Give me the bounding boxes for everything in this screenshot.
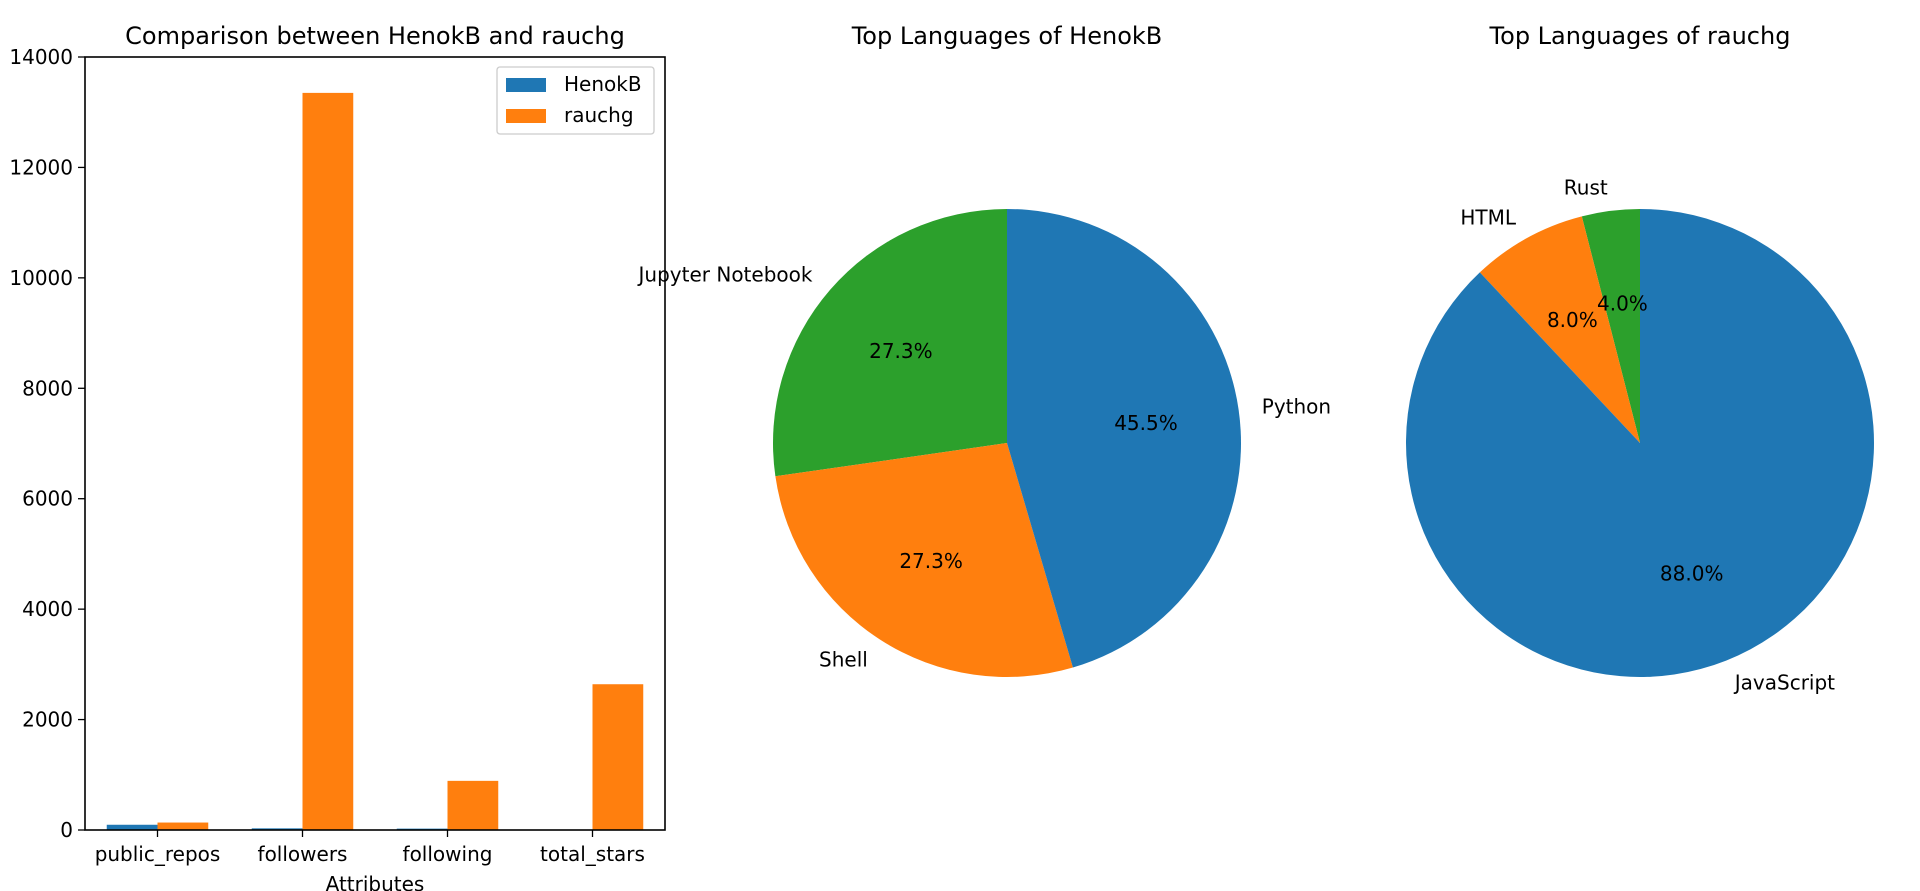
bars bbox=[106, 92, 644, 830]
x-axis: public_repos followers following total_star… bbox=[95, 830, 645, 866]
y-tick-label: 8000 bbox=[22, 376, 73, 400]
pie-henokb-title: Top Languages of HenokB bbox=[851, 22, 1163, 50]
x-tick-label: following bbox=[403, 842, 493, 866]
pie-henokb-pct-shell: 27.3% bbox=[899, 549, 963, 573]
pie-rauchg-pct-html: 8.0% bbox=[1547, 308, 1598, 332]
bar-chart: Comparison between HenokB and rauchg 0 20… bbox=[9, 22, 666, 891]
legend-label-rauchg: rauchg bbox=[564, 103, 634, 127]
pie-rauchg-label-javascript: JavaScript bbox=[1733, 670, 1835, 694]
pie-rauchg-labels: Rust 4.0% HTML 8.0% JavaScript 88.0% bbox=[1460, 176, 1835, 695]
bar-henokb-followers bbox=[251, 828, 303, 830]
pie-rauchg-wedge-rust bbox=[1581, 209, 1640, 443]
pie-henokb-wedge-shell bbox=[775, 443, 1073, 678]
legend: HenokB rauchg bbox=[496, 66, 655, 135]
legend-label-henokb: HenokB bbox=[564, 72, 642, 96]
pie-rauchg-wedge-html bbox=[1479, 216, 1640, 443]
y-tick-label: 2000 bbox=[22, 708, 73, 732]
x-tick-label: public_repos bbox=[95, 842, 221, 866]
pie-chart-henokb: Top Languages of HenokB Jupyter Notebook… bbox=[637, 22, 1332, 678]
y-tick-label: 14000 bbox=[9, 45, 73, 69]
pie-rauchg-label-rust: Rust bbox=[1564, 176, 1608, 200]
bar-rauchg-total-stars bbox=[592, 684, 644, 830]
bar-rauchg-following bbox=[447, 780, 499, 830]
bar-rauchg-public-repos bbox=[157, 822, 209, 830]
x-axis-label: Attributes bbox=[326, 872, 425, 891]
bar-henokb-public-repos bbox=[106, 824, 158, 830]
y-tick-label: 10000 bbox=[9, 266, 73, 290]
y-tick-label: 4000 bbox=[22, 597, 73, 621]
pie-rauchg-pct-javascript: 88.0% bbox=[1660, 562, 1724, 586]
pie-henokb-wedge-python bbox=[1007, 209, 1242, 668]
plot-frame bbox=[84, 56, 666, 831]
legend-swatch-henokb bbox=[506, 78, 546, 92]
pie-chart-rauchg: Top Languages of rauchg Rust 4.0% HTML 8.0%… bbox=[1405, 22, 1874, 695]
bar-chart-title: Comparison between HenokB and rauchg bbox=[125, 22, 625, 50]
pie-rauchg-wedge-javascript bbox=[1405, 209, 1874, 677]
x-tick-label: followers bbox=[258, 842, 348, 866]
pie-henokb-pct-python: 45.5% bbox=[1114, 411, 1178, 435]
pie-henokb-label-shell: Shell bbox=[819, 648, 868, 672]
pie-henokb-pct-jupyter-notebook: 27.3% bbox=[869, 339, 933, 363]
y-axis: 0 2000 4000 6000 8000 10000 12000 14000 bbox=[9, 45, 85, 842]
pie-henokb-label-jupyter-notebook: Jupyter Notebook bbox=[637, 262, 813, 286]
pie-henokb-labels: Jupyter Notebook 27.3% Shell 27.3% Python 45.… bbox=[637, 262, 1332, 671]
pie-rauchg-label-html: HTML bbox=[1460, 205, 1517, 229]
pie-henokb-wedge-jupyter-notebook bbox=[773, 209, 1007, 477]
bar-rauchg-followers bbox=[302, 92, 354, 830]
y-tick-label: 12000 bbox=[9, 155, 73, 179]
pie-rauchg-title: Top Languages of rauchg bbox=[1489, 22, 1791, 50]
pie-henokb-wedges bbox=[773, 209, 1242, 678]
pie-rauchg-pct-rust: 4.0% bbox=[1597, 292, 1648, 316]
y-tick-label: 0 bbox=[60, 818, 73, 842]
pie-henokb-label-python: Python bbox=[1262, 394, 1331, 418]
y-tick-label: 6000 bbox=[22, 487, 73, 511]
x-tick-label: total_stars bbox=[540, 842, 645, 866]
legend-swatch-rauchg bbox=[506, 109, 546, 123]
pie-rauchg-wedges bbox=[1405, 209, 1874, 677]
